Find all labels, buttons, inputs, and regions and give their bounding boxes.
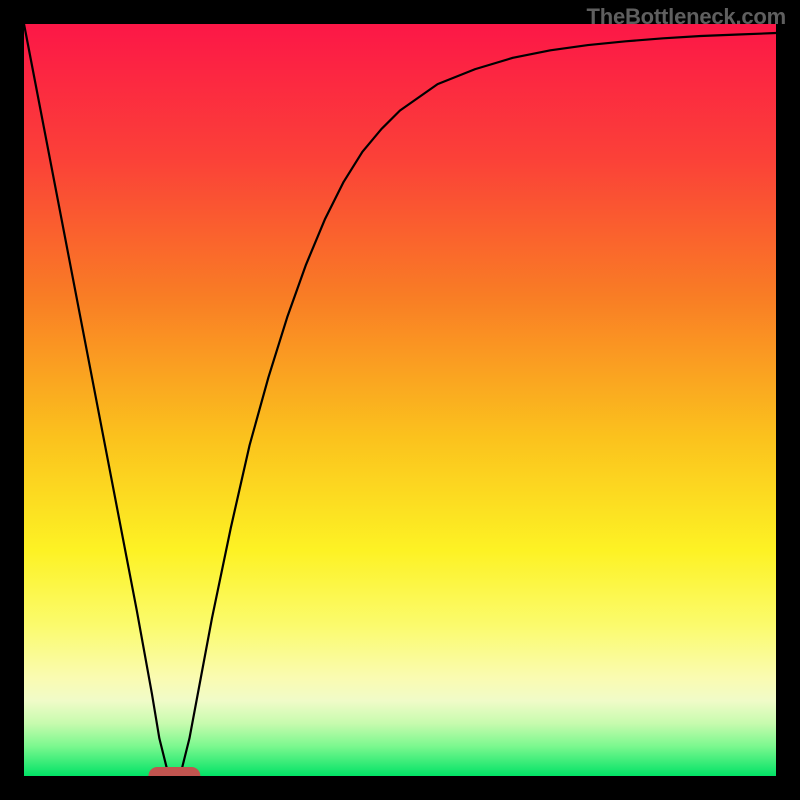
chart-svg [0,0,800,800]
attribution-label: TheBottleneck.com [586,4,786,30]
plot-background [24,24,776,776]
bottleneck-chart: TheBottleneck.com [0,0,800,800]
